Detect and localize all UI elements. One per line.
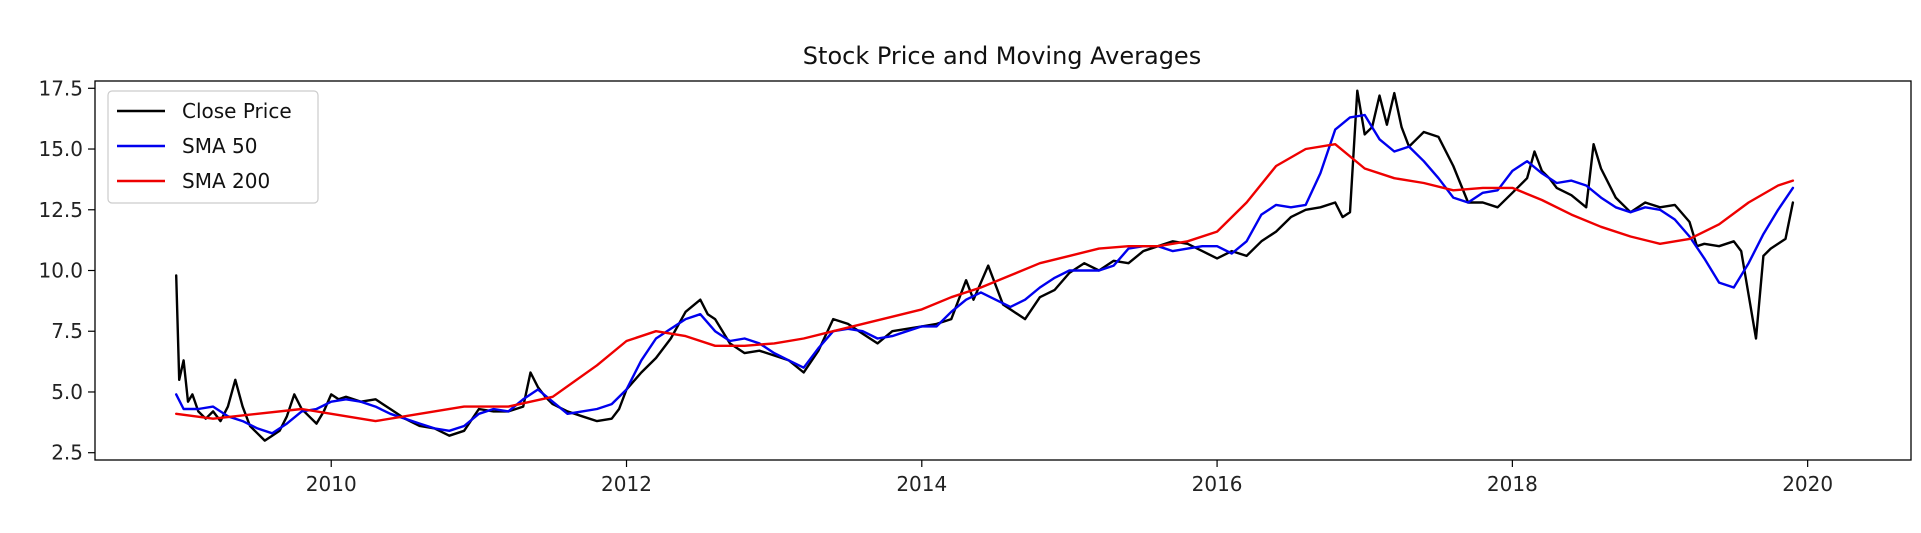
series-line-sma-200 [174, 142, 1795, 423]
x-tick-label: 2012 [601, 472, 652, 496]
legend-label: Close Price [182, 99, 292, 123]
series-line-close-price [174, 89, 1795, 442]
y-tick-label: 7.5 [51, 319, 83, 343]
y-axis: 2.5 5.0 7.5 10.0 12.5 15.0 17.5 [38, 76, 95, 465]
x-axis: 2010 2012 2014 2016 2018 2020 [306, 460, 1833, 496]
x-tick-label: 2020 [1782, 472, 1833, 496]
legend-label: SMA 50 [182, 134, 257, 158]
series-layer [174, 89, 1795, 442]
y-tick-label: 2.5 [51, 441, 83, 465]
x-tick-label: 2016 [1192, 472, 1243, 496]
x-tick-label: 2014 [896, 472, 947, 496]
legend-label: SMA 200 [182, 169, 270, 193]
y-tick-label: 10.0 [38, 259, 83, 283]
y-tick-label: 12.5 [38, 198, 83, 222]
legend: Close Price SMA 50 SMA 200 [107, 90, 319, 204]
x-tick-label: 2010 [306, 472, 357, 496]
y-tick-label: 17.5 [38, 76, 83, 100]
x-tick-label: 2018 [1487, 472, 1538, 496]
legend-box [107, 90, 319, 204]
y-tick-label: 15.0 [38, 137, 83, 161]
chart-title: Stock Price and Moving Averages [803, 42, 1201, 70]
series-line-sma-50 [174, 113, 1795, 435]
y-tick-label: 5.0 [51, 380, 83, 404]
